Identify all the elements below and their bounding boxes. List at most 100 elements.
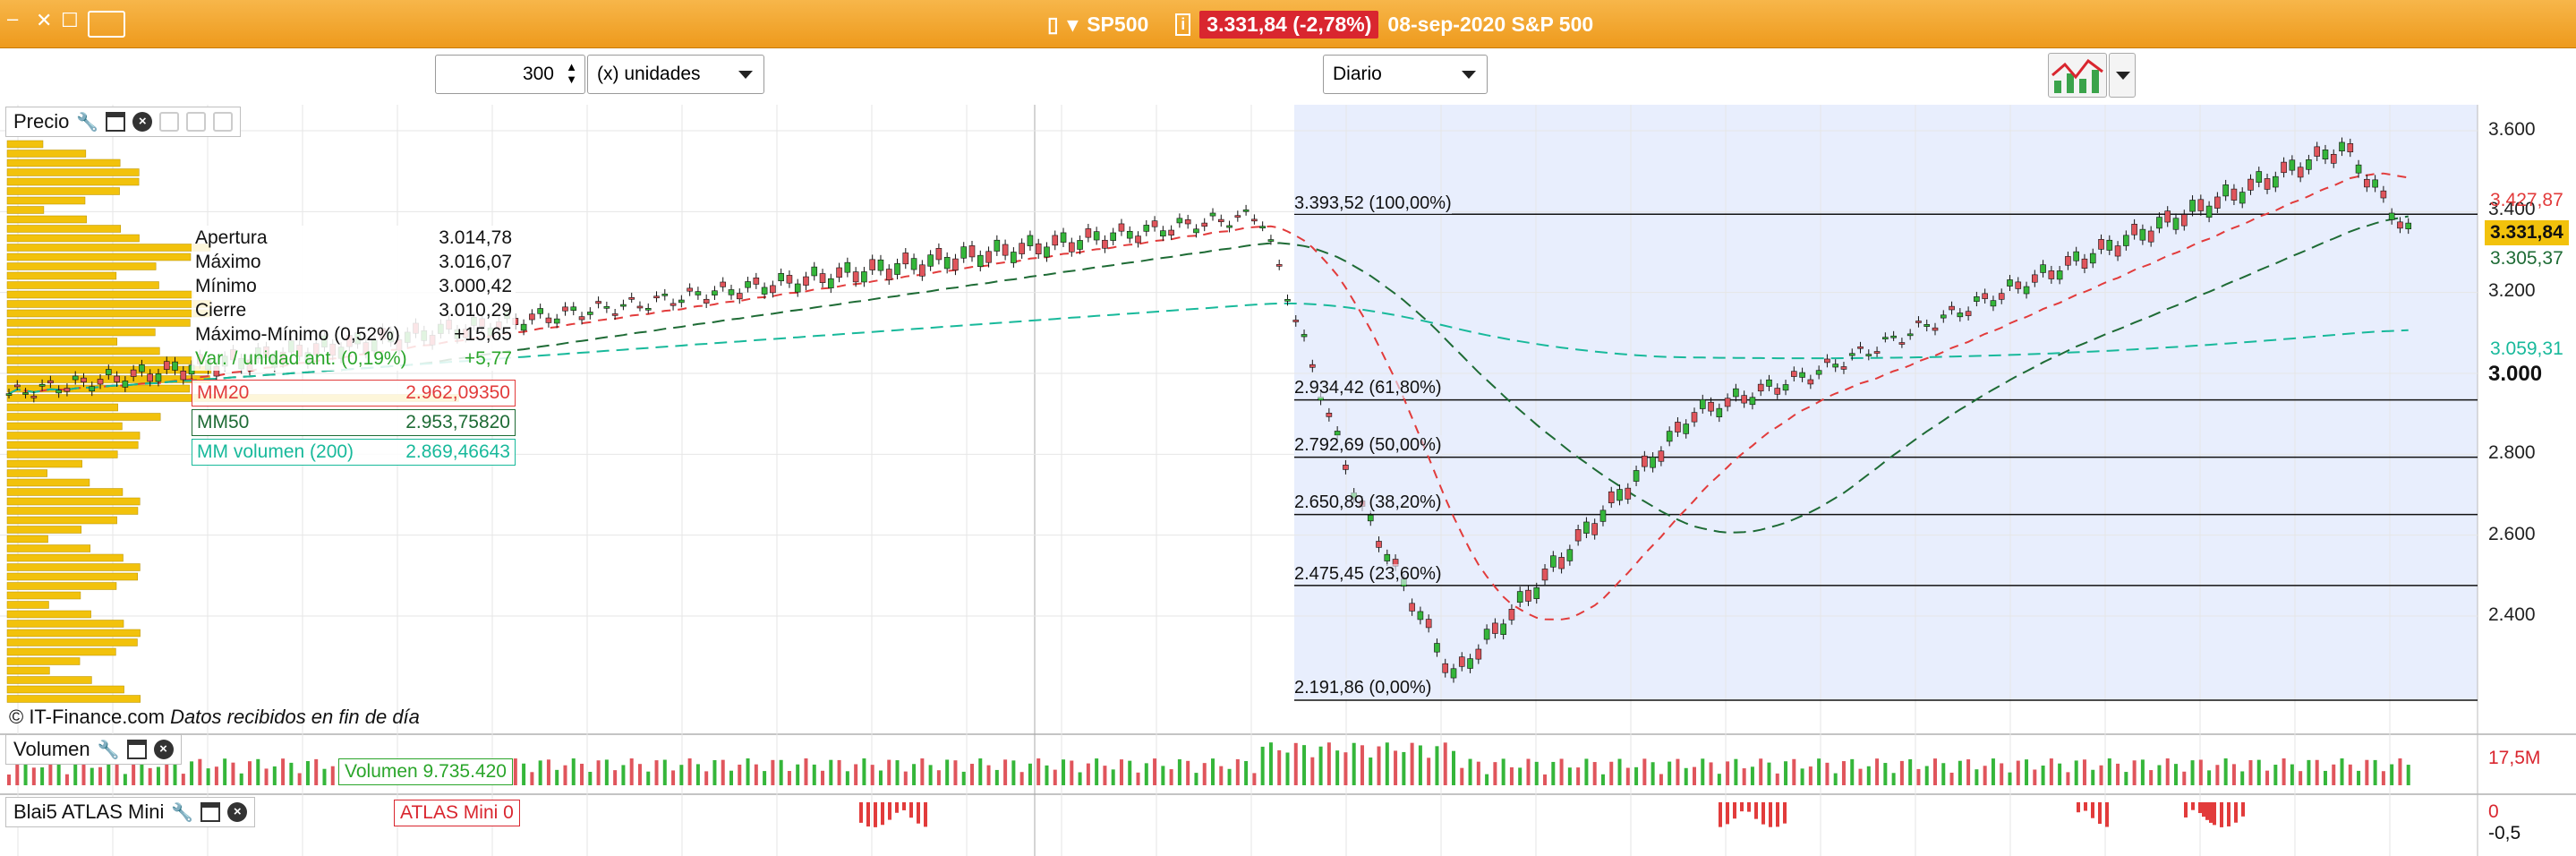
atlas-bar — [2213, 802, 2216, 826]
candle — [1292, 320, 1300, 322]
volume-bar — [887, 759, 891, 785]
units-select[interactable]: (x) unidades — [587, 55, 764, 94]
candle — [1019, 243, 1025, 254]
indicators-dropdown-button[interactable] — [2109, 53, 2136, 98]
volume-profile-bar — [6, 695, 141, 703]
candle — [1035, 243, 1042, 254]
volume-bar — [679, 765, 684, 785]
volume-bar — [604, 759, 609, 785]
dropdown-icon[interactable]: ▾ — [1067, 12, 1079, 36]
candle — [1458, 656, 1465, 667]
candle — [1475, 648, 1482, 660]
ohlc-info-box: Apertura 3.014,78 Máximo 3.016,07 Mínimo 3.… — [192, 226, 516, 371]
wrench-icon[interactable]: 🔧 — [171, 802, 194, 823]
indicators-button[interactable] — [2048, 53, 2107, 98]
volume-bar — [2365, 759, 2369, 785]
candle — [1242, 210, 1250, 212]
candle — [545, 317, 552, 323]
fib-label: 2.475,45 (23,60%) — [1294, 564, 1442, 585]
volume-bar — [2174, 764, 2178, 785]
volume-bar — [1559, 758, 1564, 785]
candle — [803, 276, 809, 286]
volume-bar — [596, 760, 601, 785]
volume-bar — [1709, 762, 1713, 785]
atlas-right-top: 0 — [2483, 799, 2504, 826]
atlas-bar — [1747, 802, 1751, 812]
volume-bar — [1177, 758, 1181, 785]
volume-panel-label: Volumen — [13, 738, 90, 760]
volume-bar — [1260, 746, 1265, 785]
atlas-bar — [902, 802, 906, 810]
candle — [1234, 215, 1241, 218]
info-maximo: Máximo 3.016,07 — [192, 250, 516, 274]
volume-bar — [281, 758, 286, 785]
candle — [2297, 167, 2304, 178]
candle — [2180, 214, 2188, 227]
window-icon[interactable] — [106, 112, 126, 132]
candle — [927, 254, 934, 267]
volume-panel-header: Volumen 🔧 × — [5, 734, 182, 765]
window-icon[interactable] — [200, 802, 221, 822]
candle — [553, 318, 560, 324]
ma20-legend[interactable]: MM20 2.962,09350 — [192, 380, 516, 407]
volume-profile-bar — [6, 215, 87, 224]
stepper-icon[interactable]: ▲ ▼ — [566, 60, 577, 86]
candle — [1434, 643, 1440, 653]
volume-bar — [2381, 771, 2385, 785]
window-icon[interactable] — [126, 740, 147, 759]
atlas-bar — [2227, 802, 2231, 826]
volume-bar — [994, 769, 999, 785]
volume-bar — [198, 758, 202, 785]
atlas-bar — [895, 802, 899, 813]
candle — [1483, 629, 1490, 640]
ma-volume-legend[interactable]: MM volumen (200) 2.869,46643 — [192, 439, 516, 466]
candle — [1957, 312, 1964, 318]
candle — [570, 306, 577, 311]
candle — [2273, 175, 2279, 188]
close-icon[interactable]: × — [153, 740, 174, 759]
volume-bar — [812, 764, 816, 785]
volume-bar — [1693, 766, 1696, 785]
volume-bar — [1958, 760, 1962, 785]
close-icon[interactable]: × — [227, 802, 248, 822]
maximize-icon[interactable]: ☐ — [61, 9, 79, 31]
volume-bar — [90, 767, 94, 785]
volume-bar — [1202, 763, 1207, 785]
ma50-legend[interactable]: MM50 2.953,75820 — [192, 409, 516, 436]
candle — [1733, 388, 1739, 398]
quantity-input[interactable]: 300 ▲ ▼ — [435, 55, 585, 94]
candle — [2073, 251, 2079, 261]
wrench-icon[interactable]: 🔧 — [97, 740, 120, 760]
info-icon[interactable]: i — [1175, 13, 1191, 36]
chart-canvas[interactable] — [0, 105, 2576, 856]
close-icon[interactable]: ✕ — [36, 9, 53, 31]
y-tick: 3.200 — [2488, 280, 2536, 301]
candle — [1251, 218, 1258, 222]
candle — [2281, 161, 2287, 174]
candle — [1799, 372, 1805, 378]
candle — [529, 313, 535, 321]
candle — [155, 373, 162, 382]
minimize-icon[interactable]: – — [7, 7, 19, 30]
volume-bar — [654, 760, 659, 785]
candle — [1574, 529, 1582, 542]
wrench-icon[interactable]: 🔧 — [76, 112, 99, 133]
volume-bar — [1634, 766, 1639, 785]
candle — [2222, 184, 2229, 197]
candle — [2081, 258, 2088, 269]
volume-bar — [1335, 750, 1340, 785]
volume-bar — [1194, 773, 1198, 785]
symbol-label[interactable]: SP500 — [1087, 12, 1149, 36]
volume-bar — [970, 764, 974, 785]
candle — [2040, 264, 2046, 273]
close-icon[interactable]: × — [132, 112, 153, 132]
period-select[interactable]: Diario — [1323, 55, 1488, 94]
keyboard-icon[interactable] — [88, 11, 125, 38]
volume-profile-bar — [6, 140, 44, 149]
candle — [836, 267, 842, 278]
candle — [1069, 242, 1075, 253]
volume-bar — [804, 758, 808, 785]
volume-bar — [920, 758, 925, 785]
volume-bar — [1625, 767, 1630, 785]
volume-bar — [264, 768, 269, 785]
